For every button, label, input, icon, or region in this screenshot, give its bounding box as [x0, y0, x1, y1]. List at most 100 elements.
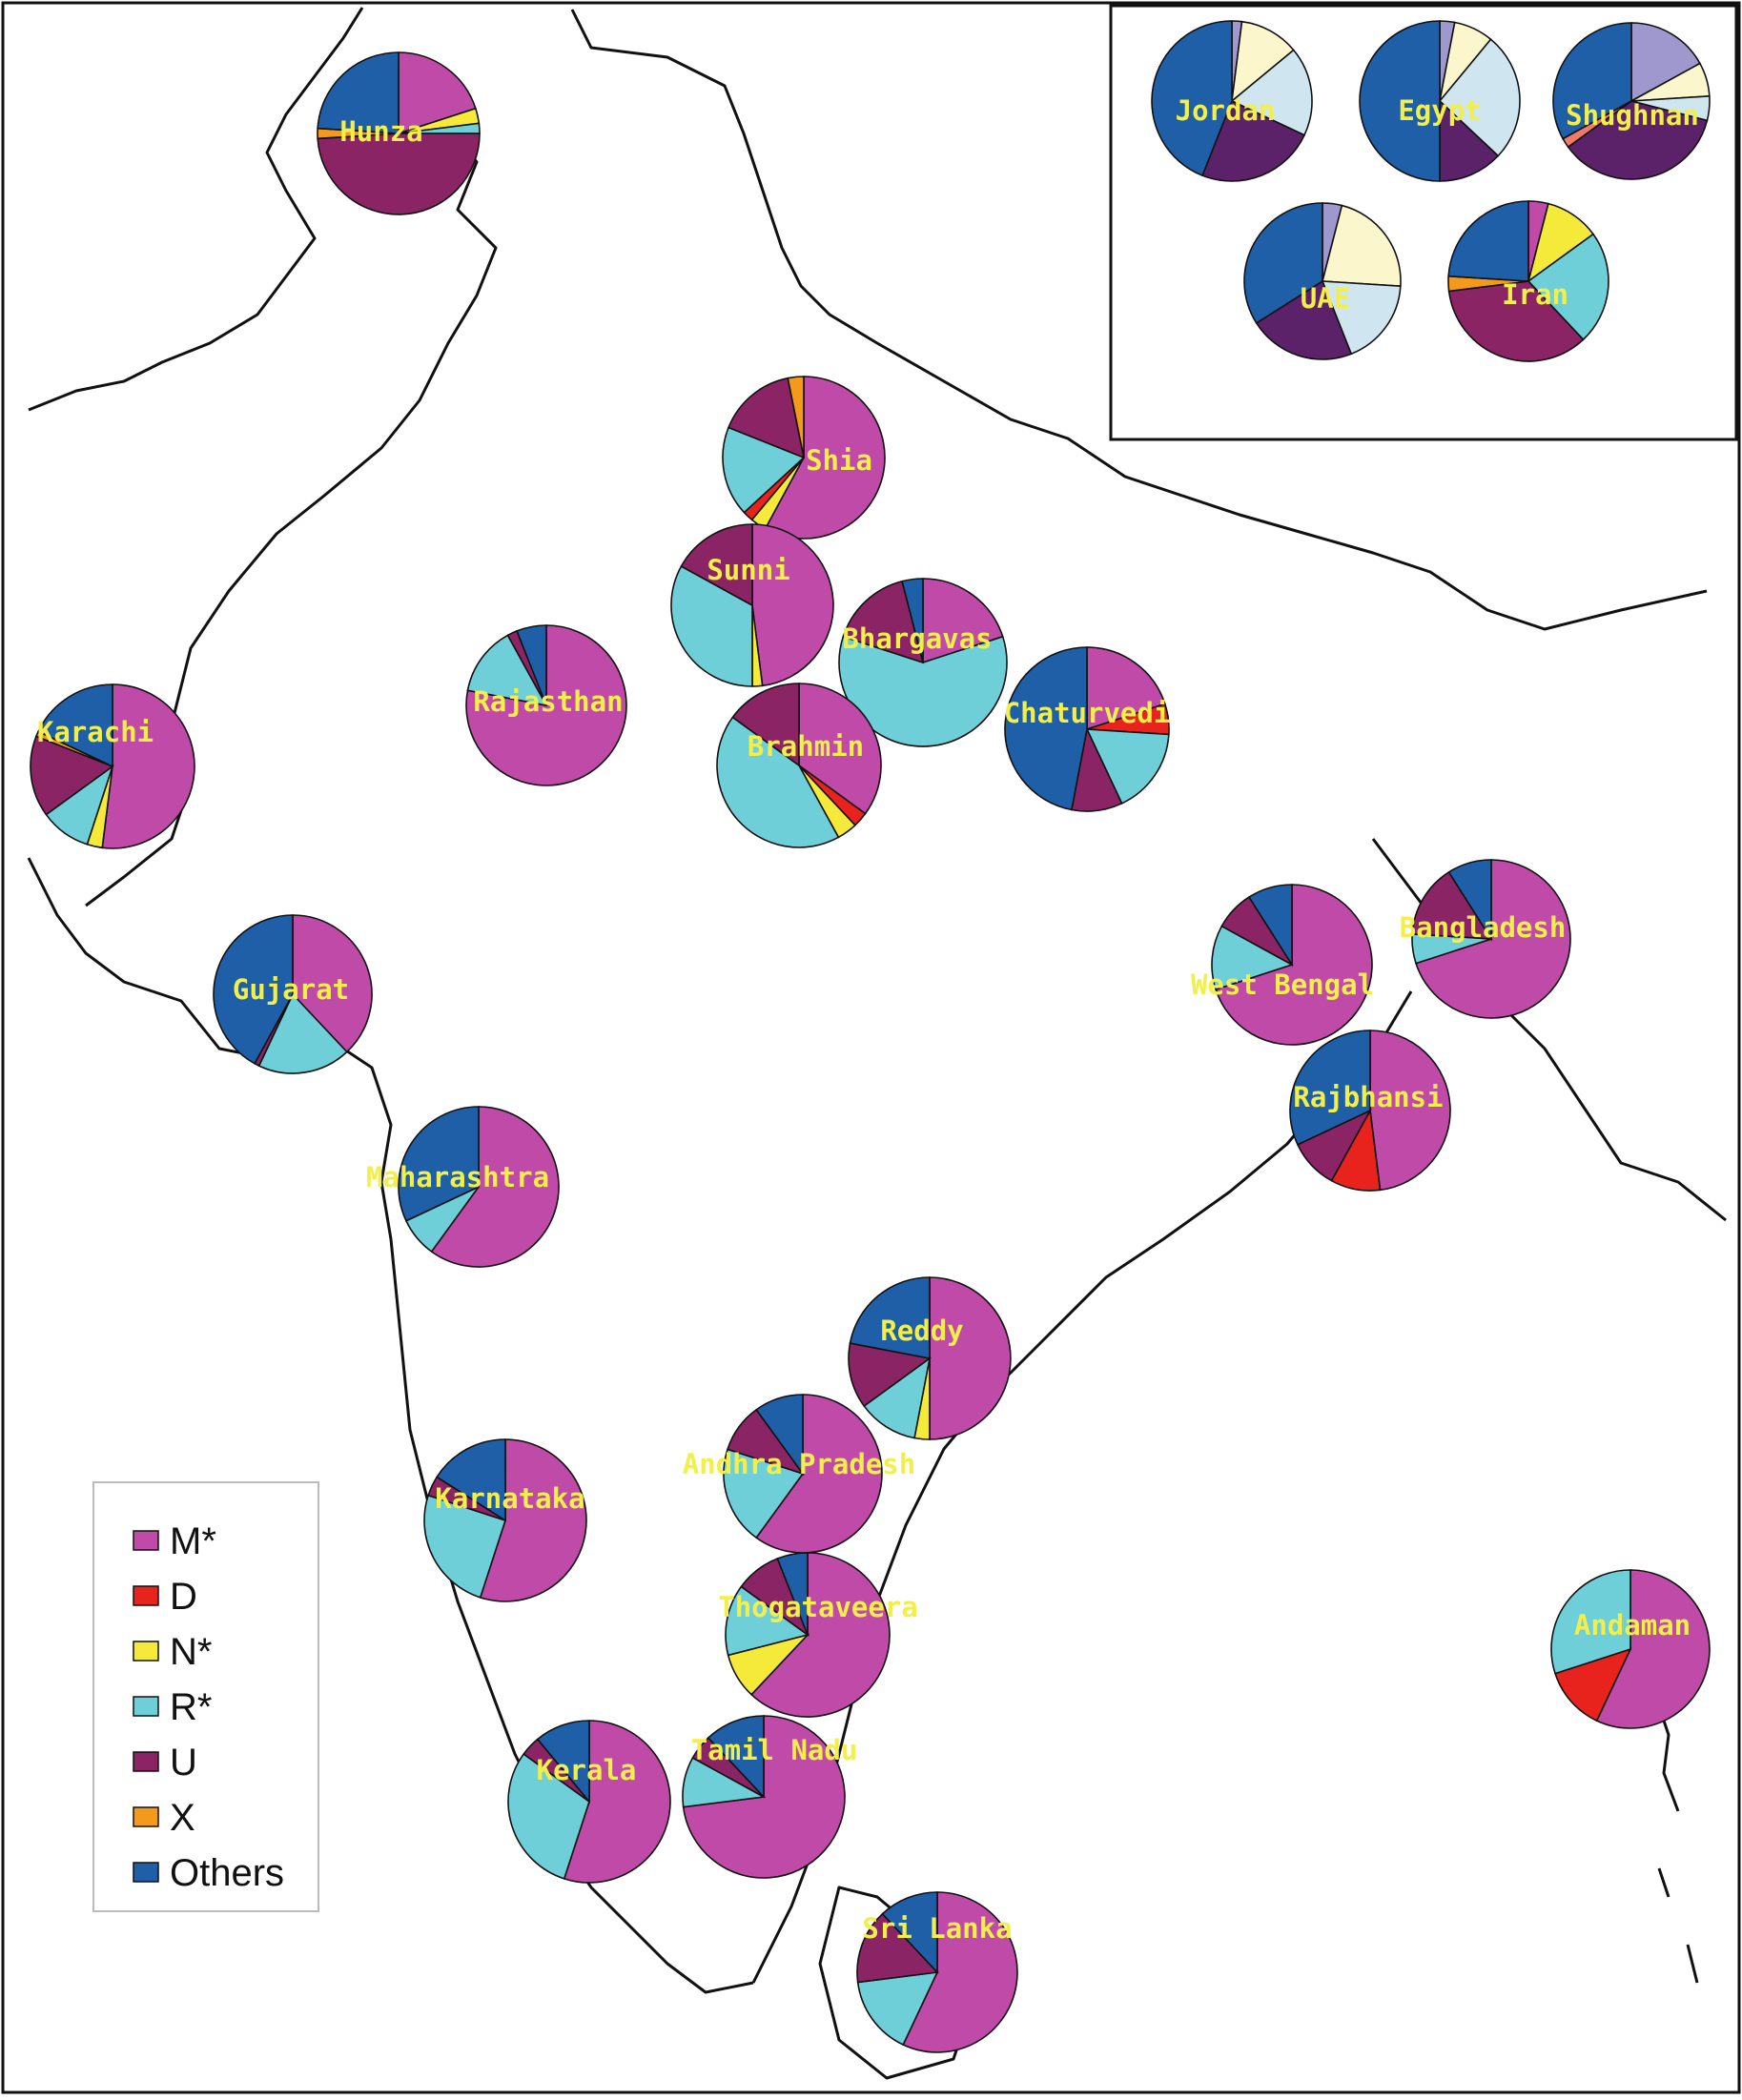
- pie-rajasthan-label: Rajasthan: [473, 685, 623, 718]
- pie-kerala: Kerala: [507, 1720, 671, 1884]
- pie-sunni-label: Sunni: [707, 554, 789, 586]
- pie-karnataka-slice-r-: [423, 1494, 507, 1599]
- pie-brahmin-slice-m-: [798, 683, 882, 815]
- pie-brahmin-slice-r-: [716, 716, 840, 848]
- pie-tamil-nadu-slice-others: [707, 1715, 765, 1800]
- pie-sri-lanka-slice-r-: [856, 1971, 939, 2047]
- pie-maharashtra: Maharashtra: [366, 1106, 560, 1268]
- pie-gujarat-slice-r-: [257, 992, 348, 1074]
- pie-sri-lanka: Sri Lanka: [856, 1891, 1018, 2053]
- pie-thogataveera-label: Thogataveera: [718, 1591, 918, 1623]
- inset-pie-iran-slice-r-: [1527, 233, 1609, 341]
- pie-shia-label: Shia: [806, 444, 872, 477]
- pie-rajbhansi: Rajbhansi: [1289, 1030, 1451, 1192]
- pie-karnataka-slice-others: [436, 1438, 506, 1522]
- inset-pie-egypt-slice-dark-purple: [1439, 99, 1500, 182]
- pie-bangladesh-slice-others: [1447, 859, 1492, 942]
- pie-shia-slice-r-: [722, 426, 806, 514]
- legend: M* D N* R* UX Others: [92, 1481, 319, 1912]
- legend-swatch-m-: [133, 1530, 159, 1551]
- pie-shia: Shia: [722, 376, 886, 540]
- inset-pie-uae-slice-pale-blue: [1321, 280, 1402, 356]
- pie-maharashtra-slice-others: [398, 1106, 480, 1222]
- pie-rajasthan-slice-others: [516, 624, 547, 706]
- pie-karnataka-slice-m-: [479, 1438, 587, 1602]
- pie-brahmin-slice-u: [731, 683, 800, 767]
- pie-andhra-pradesh: Andhra Pradesh: [683, 1394, 915, 1554]
- pie-bhargavas: Bhargavas: [838, 578, 1008, 747]
- pie-reddy-label: Reddy: [880, 1315, 963, 1347]
- inset-pie-uae-slice-pale-yellow: [1321, 204, 1402, 287]
- pie-reddy: Reddy: [848, 1276, 1012, 1440]
- pie-gujarat: Gujarat: [213, 914, 373, 1074]
- inset-pie-iran-slice-others: [1447, 200, 1529, 282]
- pie-karachi-slice-m-: [101, 683, 195, 849]
- pie-chaturvedi-slice-others: [1004, 646, 1088, 811]
- pie-sunni-slice-r-: [670, 564, 753, 687]
- pie-hunza-slice-u: [317, 133, 481, 215]
- pie-sri-lanka-label: Sri Lanka: [862, 1912, 1012, 1945]
- pie-thogataveera-slice-others: [776, 1552, 809, 1636]
- pie-thogataveera: Thogataveera: [718, 1552, 918, 1718]
- west-coastline: [27, 857, 754, 1994]
- pie-gujarat-slice-others: [213, 914, 294, 1065]
- inset-pie-uae-slice-dark-purple: [1255, 279, 1353, 360]
- inset-pie-jordan-slice-pale-yellow: [1230, 20, 1295, 103]
- pie-shia-slice-x: [787, 376, 805, 459]
- pie-sunni: Sunni: [670, 523, 834, 687]
- pie-andaman-label: Andaman: [1574, 1609, 1691, 1641]
- pie-andaman-slice-m-: [1595, 1569, 1711, 1729]
- pie-reddy-slice-r-: [863, 1356, 932, 1439]
- pie-chaturvedi-slice-m-: [1086, 646, 1166, 731]
- pie-hunza-label: Hunza: [339, 115, 422, 148]
- inset-pie-egypt-label: Egypt: [1398, 94, 1481, 127]
- pie-karnataka-label: Karnataka: [435, 1482, 584, 1515]
- pie-thogataveera-slice-r-: [725, 1585, 810, 1657]
- pie-bangladesh-label: Bangladesh: [1400, 911, 1567, 944]
- pie-tamil-nadu: Tamil Nadu: [682, 1715, 858, 1879]
- inset-pie-uae-slice-others: [1243, 202, 1323, 325]
- pie-andhra-pradesh-slice-m-: [755, 1394, 883, 1554]
- north-border-line: [570, 9, 1708, 631]
- inset-pie-jordan: Jordan: [1151, 20, 1313, 182]
- pie-hunza-slice-m-: [398, 51, 477, 135]
- pie-thogataveera-slice-m-: [749, 1552, 891, 1718]
- pie-kerala-slice-m-: [563, 1720, 671, 1884]
- pie-tamil-nadu-label: Tamil Nadu: [691, 1734, 858, 1766]
- legend-swatch-x: [133, 1806, 159, 1827]
- pie-andaman-slice-d: [1554, 1647, 1632, 1723]
- pie-andhra-pradesh-label: Andhra Pradesh: [683, 1448, 915, 1480]
- inset-pie-iran-label: Iran: [1502, 278, 1568, 311]
- population-pies: Hunza Shia Sunni Bhargavas Rajasthan Karachi B…: [30, 51, 1711, 2053]
- pie-rajbhansi-slice-others: [1289, 1030, 1371, 1146]
- pie-reddy-slice-others: [849, 1276, 931, 1359]
- pie-west-bengal-slice-m-: [1215, 884, 1373, 1046]
- legend-swatch-others: [133, 1862, 159, 1883]
- pie-andaman-slice-r-: [1550, 1569, 1631, 1675]
- inset-pie-iran: Iran: [1447, 200, 1609, 362]
- pie-sri-lanka-slice-m-: [902, 1891, 1018, 2053]
- pie-bhargavas-label: Bhargavas: [842, 622, 992, 655]
- pie-karachi-label: Karachi: [37, 716, 154, 748]
- inset-pie-shughnan-slice-others: [1552, 22, 1632, 140]
- pie-andhra-pradesh-slice-others: [755, 1394, 804, 1477]
- legend-label-r-: R*: [170, 1686, 212, 1728]
- pie-rajasthan: Rajasthan: [465, 624, 627, 786]
- inset-pie-jordan-slice-pale-blue: [1230, 49, 1313, 136]
- pie-hunza-slice-others: [317, 51, 400, 134]
- inset-pie-jordan-label: Jordan: [1176, 94, 1276, 127]
- legend-label-x: X: [170, 1797, 195, 1839]
- pie-gujarat-label: Gujarat: [233, 973, 349, 1006]
- pie-sunni-slice-m-: [751, 523, 834, 687]
- legend-swatch-r-: [133, 1696, 159, 1717]
- pie-shia-slice-m-: [764, 376, 886, 540]
- inset-pie-egypt: Egypt: [1359, 20, 1521, 182]
- legend-label-n-: N*: [170, 1631, 212, 1673]
- inset-pie-shughnan-slice-dark-purple: [1567, 100, 1709, 180]
- inset-pie-iran-slice-u: [1447, 280, 1585, 362]
- pie-west-bengal-slice-others: [1247, 884, 1293, 968]
- pie-gujarat-slice-m-: [292, 914, 373, 1053]
- pie-karnataka: Karnataka: [423, 1438, 587, 1602]
